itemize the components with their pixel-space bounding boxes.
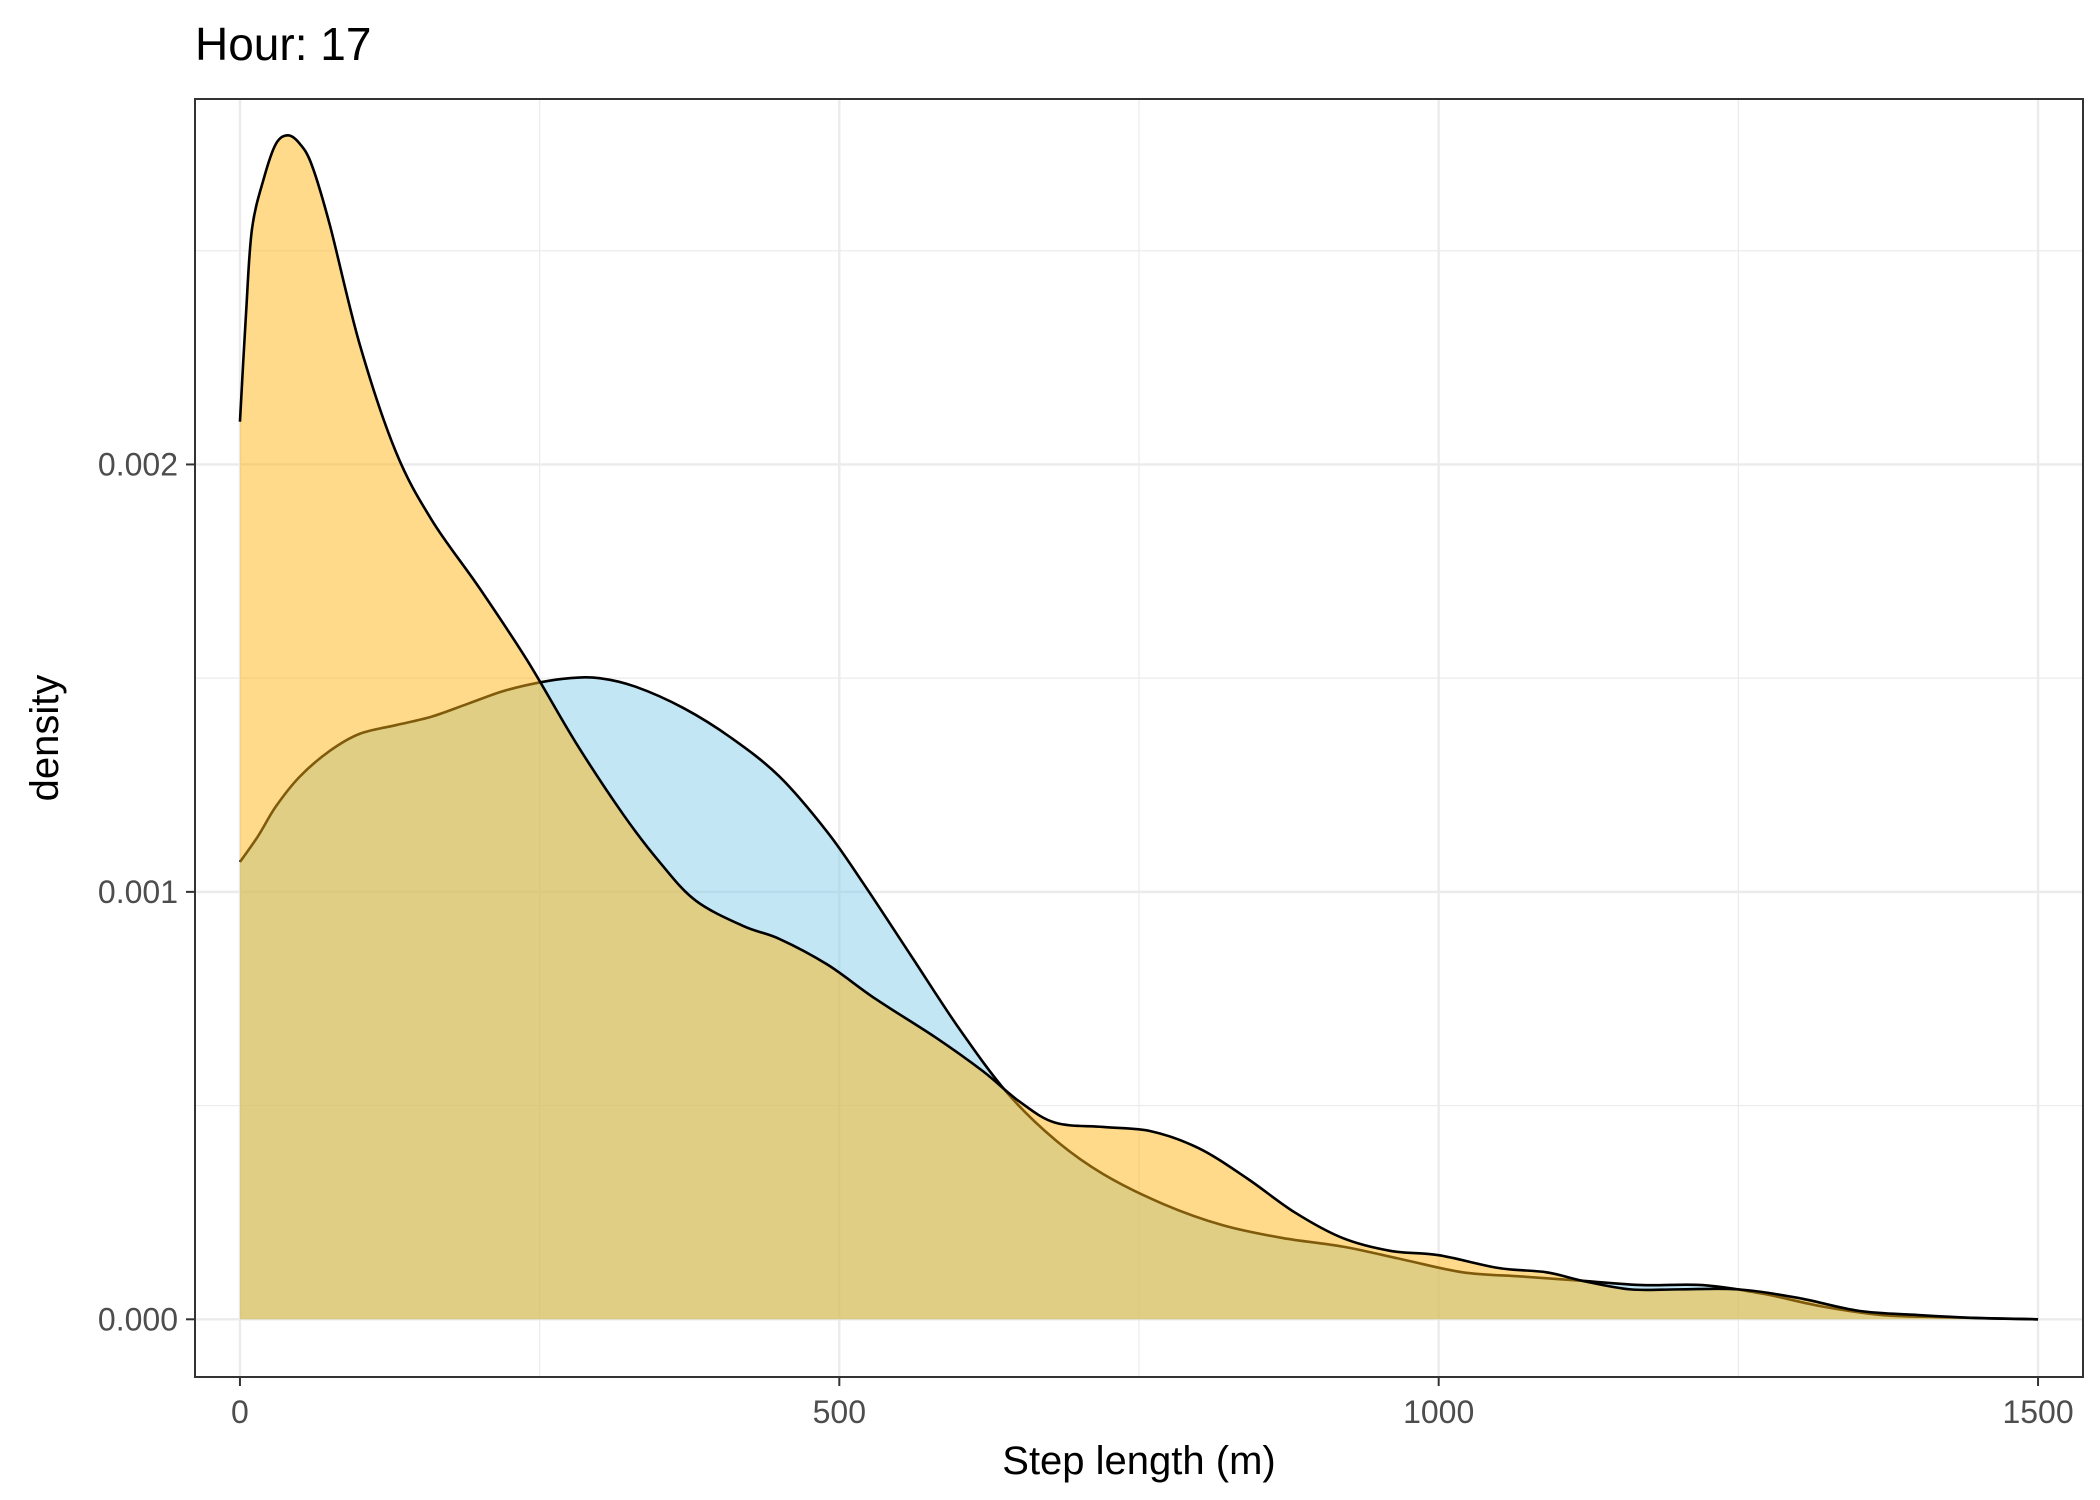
x-tick-label: 0	[231, 1394, 249, 1430]
density-area-2	[239, 135, 2039, 1320]
x-tick-label: 1500	[2002, 1394, 2073, 1430]
x-axis-title: Step length (m)	[1002, 1439, 1275, 1483]
y-tick-label: 0.000	[98, 1301, 178, 1337]
x-tick-label: 500	[813, 1394, 866, 1430]
y-tick-label: 0.001	[98, 874, 178, 910]
x-axis-ticks: 0 500 1000 1500	[231, 1377, 2074, 1430]
y-tick-label: 0.002	[98, 446, 178, 482]
chart-title: Hour: 17	[195, 18, 371, 70]
plot-panel-border	[194, 98, 2084, 1378]
density-series	[238, 134, 2039, 1321]
y-axis-title: density	[23, 675, 67, 802]
density-line-2	[238, 134, 2039, 1321]
x-tick-label: 1000	[1403, 1394, 1474, 1430]
y-axis-ticks: 0.000 0.001 0.002	[98, 446, 195, 1337]
